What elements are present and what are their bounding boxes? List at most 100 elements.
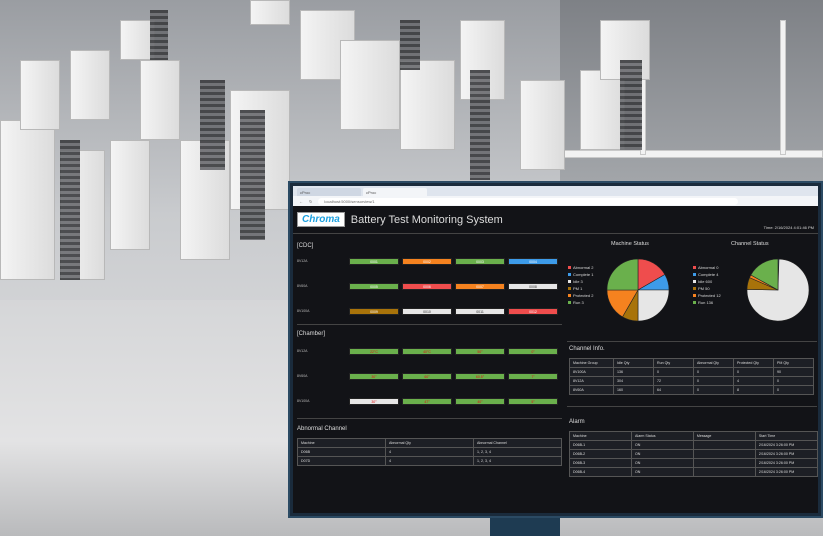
legend-swatch — [568, 294, 571, 297]
legend-swatch — [693, 294, 696, 297]
chamber-status-box[interactable]: 60° — [402, 373, 452, 380]
channel-info-table-cell: 72 — [653, 376, 694, 386]
cdc-row-label: 8V100A — [297, 309, 310, 313]
legend-label: Run 136 — [698, 300, 714, 305]
abnormal-table-cell: 4 — [385, 447, 474, 457]
channel-info-table-row[interactable]: 8V100A 136 0 0 0 90 — [569, 367, 814, 377]
alarm-table-row[interactable]: D06B-2 ON 2/16/2024 3:26:00 PM — [569, 449, 818, 459]
alarm-table-cell — [692, 467, 756, 477]
reload-icon[interactable]: ↻ — [309, 198, 313, 204]
cdc-status-box[interactable]: 0004 — [508, 258, 558, 265]
rack — [470, 70, 490, 180]
pie-slice-protected[interactable] — [606, 289, 639, 318]
channel-info-table-header: Machine Group — [569, 358, 614, 368]
chamber-status-box[interactable]: 40° — [455, 398, 505, 405]
legend-swatch — [693, 287, 696, 290]
alarm-table-cell: ON — [631, 467, 694, 477]
channel-info-table-header: Run Qty — [653, 358, 694, 368]
pie-slice-complete[interactable] — [636, 274, 670, 291]
channel-info-table-cell: 0 — [693, 385, 734, 395]
pie-slice-run[interactable] — [750, 258, 779, 291]
chamber-status-box[interactable]: 7° — [508, 373, 558, 380]
chamber-status-box[interactable]: 30° — [349, 373, 399, 380]
pie-slice-idle[interactable] — [637, 289, 670, 322]
abnormal-table-row[interactable]: D07D 4 1, 2, 3, 4 — [297, 456, 562, 466]
rack — [400, 20, 420, 70]
test-cabinet — [140, 60, 180, 140]
machine-status-title: Machine Status — [611, 241, 649, 247]
chamber-status-box[interactable]: 47° — [402, 398, 452, 405]
pie-slice-idle[interactable] — [746, 258, 810, 322]
divider — [297, 324, 562, 325]
alarm-table-cell: D06B-1 — [569, 440, 632, 450]
cdc-status-box[interactable]: 0011 — [455, 308, 505, 315]
browser-tab[interactable]: cProc — [297, 188, 361, 196]
legend-item: Protected 12 — [693, 292, 721, 299]
current-time: Time: 2/16/2024 4:01:46 PM — [763, 225, 814, 230]
cdc-status-box[interactable]: 0005 — [349, 283, 399, 290]
pie-legend: Abnormal 0 Complete 4 Idle 600 PM 50 Protect… — [693, 264, 721, 306]
test-cabinet — [110, 140, 150, 250]
abnormal-table-cell: 1, 2, 3, 4 — [473, 456, 562, 466]
cdc-status-box[interactable]: 0007 — [455, 283, 505, 290]
legend-label: Run 3 — [573, 300, 584, 305]
legend-label: PM 1 — [573, 286, 583, 291]
chamber-status-box[interactable]: 50° — [455, 348, 505, 355]
chamber-status-box[interactable]: 0° — [508, 348, 558, 355]
chamber-section-label: [Chamber] — [297, 331, 326, 337]
pie-slice-pm[interactable] — [622, 288, 639, 322]
cdc-status-box[interactable]: 0003 — [455, 258, 505, 265]
pie-slice-complete[interactable] — [777, 258, 780, 291]
back-icon[interactable]: ← — [299, 198, 303, 204]
alarm-table-cell: 2/16/2024 3:26:00 PM — [754, 458, 818, 468]
test-cabinet — [340, 40, 400, 130]
cdc-status-box[interactable]: 0006 — [402, 283, 452, 290]
cdc-status-box[interactable]: 0012 — [508, 308, 558, 315]
alarm-table-row[interactable]: D06B-3 ON 2/16/2024 3:26:00 PM — [569, 458, 818, 468]
channel-info-table-cell: 0 — [693, 367, 734, 377]
channel-info-table-cell: 160 — [613, 385, 654, 395]
rack — [240, 110, 265, 240]
alarm-table-cell: 2/16/2024 3:26:00 PM — [754, 449, 818, 459]
legend-item: Protected 2 — [568, 292, 593, 299]
alarm-table-row[interactable]: D06B-1 ON 2/16/2024 3:26:00 PM — [569, 440, 818, 450]
url-input[interactable]: localhost:5000/sensorview/1 — [318, 197, 739, 205]
monitor-stand — [490, 515, 560, 536]
alarm-table-header: Start Time — [754, 431, 818, 441]
chamber-status-box[interactable]: 5° — [508, 398, 558, 405]
legend-item: Idle 600 — [693, 278, 721, 285]
channel-info-table-row[interactable]: 8V60A 160 64 0 8 0 — [569, 385, 814, 395]
pie-slice-run[interactable] — [606, 258, 639, 291]
divider — [567, 406, 817, 407]
chamber-status-box[interactable]: 60.5° — [455, 373, 505, 380]
abnormal-table: Machine Abnormal Qty Abnormal Channel D06B 4… — [297, 438, 562, 466]
cdc-status-box[interactable]: 0008 — [508, 283, 558, 290]
browser-tab[interactable]: cProc — [363, 188, 427, 196]
cdc-status-box[interactable]: 0010 — [402, 308, 452, 315]
chamber-status-box[interactable]: 40°C — [402, 348, 452, 355]
alarm-table-cell: 2/16/2024 3:26:00 PM — [754, 440, 818, 450]
test-cabinet — [0, 120, 55, 280]
channel-info-table-row[interactable]: 8V12A 304 72 0 4 0 — [569, 376, 814, 386]
chamber-status-box[interactable]: 22°C — [349, 348, 399, 355]
pie-slice-pm[interactable] — [746, 277, 779, 291]
pie-slice-abnormal[interactable] — [637, 258, 666, 291]
channel-info-table-cell: 0 — [733, 367, 774, 377]
legend-swatch — [693, 266, 696, 269]
abnormal-table-header: Machine — [297, 438, 386, 448]
cdc-status-box[interactable]: 0001 — [349, 258, 399, 265]
pie-slice-protected[interactable] — [749, 274, 779, 291]
abnormal-table-row[interactable]: D06B 4 1, 2, 3, 4 — [297, 447, 562, 457]
cdc-status-box[interactable]: 0009 — [349, 308, 399, 315]
legend-label: Complete 1 — [573, 272, 594, 277]
legend-item: Abnormal 2 — [568, 264, 593, 271]
chamber-status-box[interactable]: 30° — [349, 398, 399, 405]
alarm-table-row[interactable]: D06B-4 ON 2/16/2024 3:26:00 PM — [569, 467, 818, 477]
legend-label: Idle 600 — [698, 279, 713, 284]
cdc-status-box[interactable]: 0002 — [402, 258, 452, 265]
legend-label: Complete 4 — [698, 272, 719, 277]
test-cabinet — [120, 20, 155, 60]
chamber-row-label: 8V12A — [297, 349, 308, 353]
legend-item: Run 136 — [693, 299, 721, 306]
divider — [567, 341, 817, 342]
